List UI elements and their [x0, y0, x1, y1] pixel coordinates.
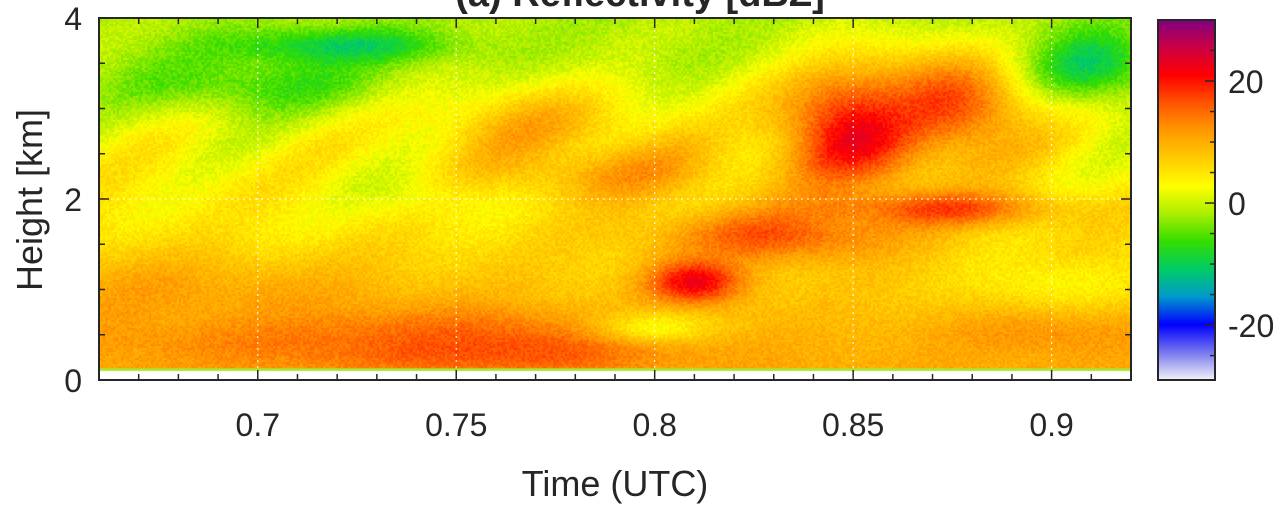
y-tick-label: 4 — [64, 1, 82, 37]
colorbar — [1158, 20, 1215, 380]
y-tick-label: 0 — [64, 363, 82, 399]
y-tick-label: 2 — [64, 182, 82, 218]
colorbar-tick-label: 20 — [1228, 64, 1264, 100]
chart-title: (a) Reflectivity [dBZ] — [455, 0, 824, 15]
colorbar-tick-label: 0 — [1228, 186, 1246, 222]
x-tick-label: 0.9 — [1029, 407, 1073, 443]
x-tick-label: 0.8 — [632, 407, 676, 443]
x-tick-label: 0.7 — [236, 407, 280, 443]
x-axis-label: Time (UTC) — [522, 463, 709, 504]
x-tick-label: 0.85 — [822, 407, 884, 443]
x-tick-label: 0.75 — [425, 407, 487, 443]
colorbar-tick-label: -20 — [1228, 308, 1274, 344]
y-axis-label: Height [km] — [9, 109, 50, 291]
